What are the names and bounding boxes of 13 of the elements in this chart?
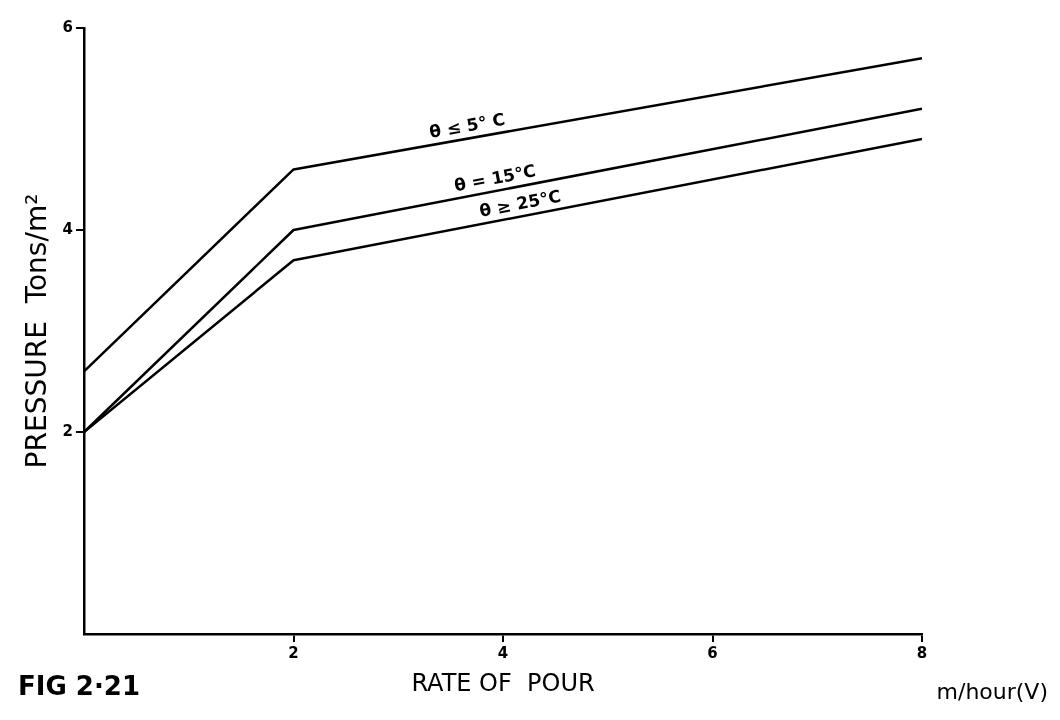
x-tick-label: 8 (916, 643, 928, 662)
y-axis-title: PRESSURE Tons/m² (20, 193, 54, 469)
text: FIG 2·21 (18, 671, 140, 702)
text: m/hour(V) (936, 678, 1048, 704)
text: θ ≤ 5° C (427, 108, 507, 142)
y-tick-label: 6 (62, 17, 74, 36)
text: θ ≥ 25°C (477, 185, 563, 221)
x-tick-label: 4 (497, 643, 509, 662)
y-tick-label: 2 (62, 421, 74, 440)
x-axis-title: RATE OF POUR (411, 668, 595, 697)
x-tick-label: 6 (707, 643, 718, 662)
x-tick-label: 2 (288, 643, 299, 662)
y-tick-label: 4 (62, 219, 74, 238)
